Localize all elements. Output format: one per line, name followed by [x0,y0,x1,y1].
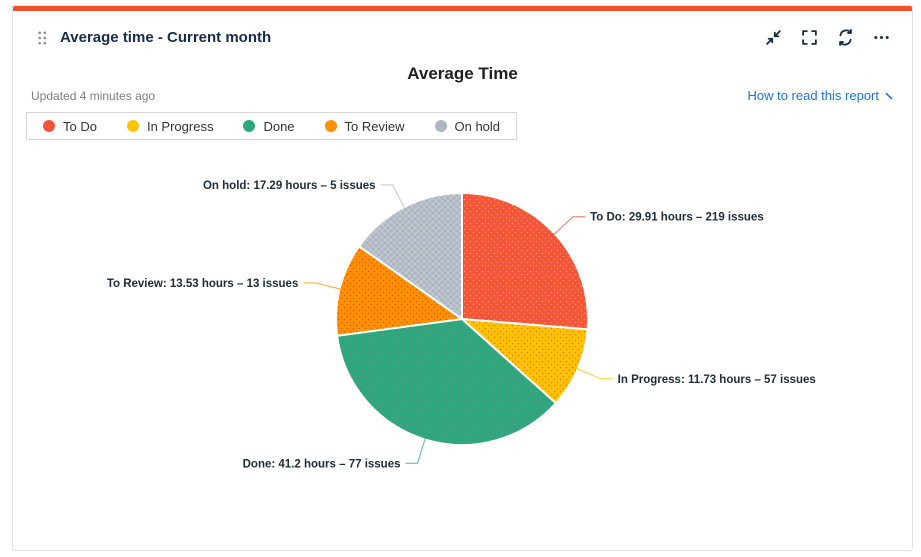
widget-title: Average time - Current month [60,29,272,46]
leader-line-on-hold [380,184,406,210]
legend-label: To Do [63,118,97,134]
legend-swatch [434,120,447,132]
pie-chart: To Do: 29.91 hours – 219 issues In Progre… [107,180,816,470]
leader-line-to-do [552,216,586,236]
help-link-label: How to read this report [747,88,879,103]
meta-row: Updated 4 minutes ago How to read this r… [13,88,912,103]
pie-slice-to-do[interactable] [461,192,589,331]
legend-item-in-progress[interactable]: In Progress [126,118,214,134]
refresh-button[interactable] [835,27,856,48]
fullscreen-button[interactable] [799,27,820,48]
legend-swatch [126,120,139,132]
updated-timestamp: Updated 4 minutes ago [31,88,156,103]
slice-label-to-review: To Review: 13.53 hours – 13 issues [107,278,299,290]
leader-line-in-progress [575,367,613,380]
legend-item-on-hold[interactable]: On hold [434,118,501,134]
header-actions [763,27,892,48]
legend-swatch [43,120,55,132]
chart-title: Average Time [407,64,518,83]
slice-label-on-hold: On hold: 17.29 hours – 5 issues [203,180,376,192]
collapse-icon [766,30,781,45]
slice-label-in-progress: In Progress: 11.73 hours – 57 issues [618,374,816,386]
minimize-button[interactable] [763,27,784,48]
widget-header: Average time - Current month [13,11,912,48]
legend-label: Done [263,118,295,134]
legend-item-to-do[interactable]: To Do [43,119,97,134]
legend-label: In Progress [146,118,214,134]
refresh-icon [839,29,852,46]
accent-bar [13,6,912,11]
leader-line-to-review [303,282,342,290]
drag-handle-icon[interactable] [35,28,50,48]
legend-label: To Review [344,118,405,134]
fullscreen-icon [802,30,817,45]
diagonal-arrow-icon [885,92,893,99]
legend-item-to-review[interactable]: To Review [324,118,405,134]
slice-label-done: Done: 41.2 hours – 77 issues [243,458,401,470]
legend-swatch [243,120,256,132]
legend-swatch [324,120,337,132]
slice-label-to-do: To Do: 29.91 hours – 219 issues [590,212,764,224]
leader-line-done [405,437,427,464]
help-link[interactable]: How to read this report [747,88,894,103]
legend-label: On hold [454,118,501,134]
legend-item-done[interactable]: Done [243,118,295,134]
chart-legend: To Do In Progress Done To Review On hold [26,112,518,140]
more-button[interactable] [871,27,892,48]
widget-card: Average time - Current month [12,5,913,551]
ellipsis-icon [874,36,889,39]
